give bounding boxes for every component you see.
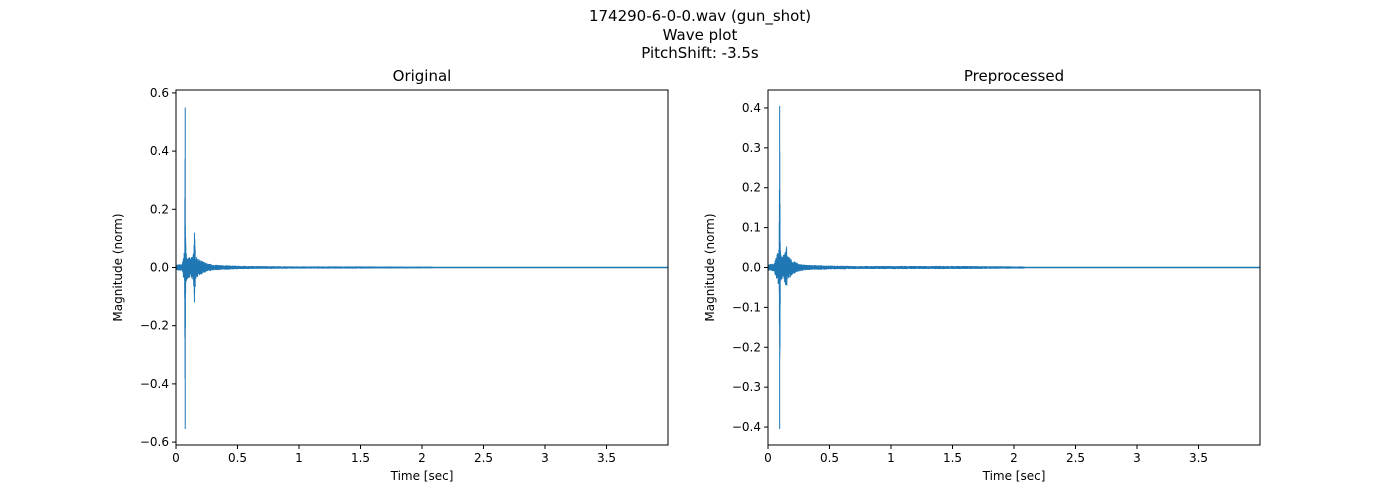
y-tick-label: −0.3	[732, 380, 761, 394]
y-tick-label: 0.1	[742, 221, 761, 235]
subplot-original: 0 0.5 1 1.5 2 2.5 3 3.5 0.6 0.4 0.2 0.0 −0.2 −0.4 −0.6…	[111, 67, 669, 483]
y-tick-label: 0.4	[742, 101, 761, 115]
x-tick-label: 0	[172, 451, 180, 465]
x-tick-label: 3.5	[597, 451, 616, 465]
y-tick-label: −0.1	[732, 300, 761, 314]
x-tick-label: 3	[1133, 451, 1141, 465]
y-axis-label: Magnitude (norm)	[703, 213, 717, 321]
y-tick-label: 0.0	[150, 261, 169, 275]
y-tick-label: −0.4	[732, 420, 761, 434]
y-tick-label: −0.4	[140, 377, 169, 391]
x-axis-label: Time [sec]	[390, 469, 454, 483]
y-tick-label: 0.2	[150, 202, 169, 216]
x-tick-label: 1	[887, 451, 895, 465]
x-tick-label: 1.5	[351, 451, 370, 465]
subplot-title: Original	[393, 67, 452, 85]
x-tick-label: 3	[541, 451, 549, 465]
y-tick-label: 0.6	[150, 86, 169, 100]
y-tick-label: 0.4	[150, 144, 169, 158]
y-axis-label: Magnitude (norm)	[111, 213, 125, 321]
y-tick-label: 0.0	[742, 261, 761, 275]
subplot-title: Preprocessed	[964, 67, 1064, 85]
x-tick-label: 2.5	[474, 451, 493, 465]
x-tick-label: 2	[418, 451, 426, 465]
figure-title-line3: PitchShift: -3.5s	[641, 44, 759, 62]
y-tick-label: −0.2	[140, 319, 169, 333]
y-tick-label: −0.2	[732, 340, 761, 354]
y-tick-label: 0.3	[742, 141, 761, 155]
figure-title-line2: Wave plot	[662, 26, 738, 44]
waveform-series	[175, 107, 435, 429]
subplot-preprocessed: 0 0.5 1 1.5 2 2.5 3 3.5 0.4 0.3 0.2 0.1 0.0 −0.1 −0.2 −…	[703, 67, 1261, 483]
figure-title-line1: 174290-6-0-0.wav (gun_shot)	[588, 7, 812, 25]
y-tick-label: −0.6	[140, 435, 169, 449]
x-tick-label: 0.5	[228, 451, 247, 465]
x-tick-label: 3.5	[1189, 451, 1208, 465]
x-tick-label: 1.5	[943, 451, 962, 465]
x-tick-label: 0	[764, 451, 772, 465]
x-tick-label: 0.5	[820, 451, 839, 465]
x-tick-label: 2.5	[1066, 451, 1085, 465]
x-tick-label: 1	[295, 451, 303, 465]
x-axis-label: Time [sec]	[982, 469, 1046, 483]
x-tick-label: 2	[1010, 451, 1018, 465]
y-tick-label: 0.2	[742, 181, 761, 195]
